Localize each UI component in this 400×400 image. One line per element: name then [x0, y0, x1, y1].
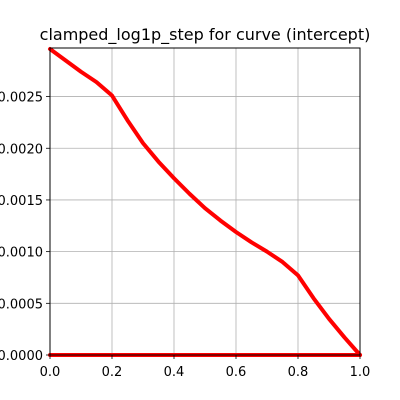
- series-line-0: [48, 47, 362, 357]
- chart-title: clamped_log1p_step for curve (intercept): [40, 25, 371, 45]
- y-tick-label: 0.0000: [0, 349, 43, 364]
- plot-frame: [49, 47, 361, 356]
- x-tick-label: 0.2: [102, 365, 123, 380]
- x-tick-label: 1.0: [350, 365, 371, 380]
- axis-ticks: 0.0 0.2 0.4 0.6 0.8 1.0 0.0000 0.0005 0.0010 0.00…: [0, 91, 370, 380]
- y-tick-label: 0.0005: [0, 297, 43, 312]
- grid-lines: [49, 48, 361, 356]
- y-tick-label: 0.0020: [0, 142, 43, 157]
- series-group: [48, 47, 362, 357]
- x-tick-label: 0.6: [226, 365, 247, 380]
- x-tick-label: 0.0: [40, 365, 61, 380]
- x-tick-label: 0.8: [288, 365, 309, 380]
- y-tick-label: 0.0010: [0, 246, 43, 261]
- x-tick-label: 0.4: [164, 365, 185, 380]
- y-tick-label: 0.0025: [0, 91, 43, 106]
- y-tick-label: 0.0015: [0, 194, 43, 209]
